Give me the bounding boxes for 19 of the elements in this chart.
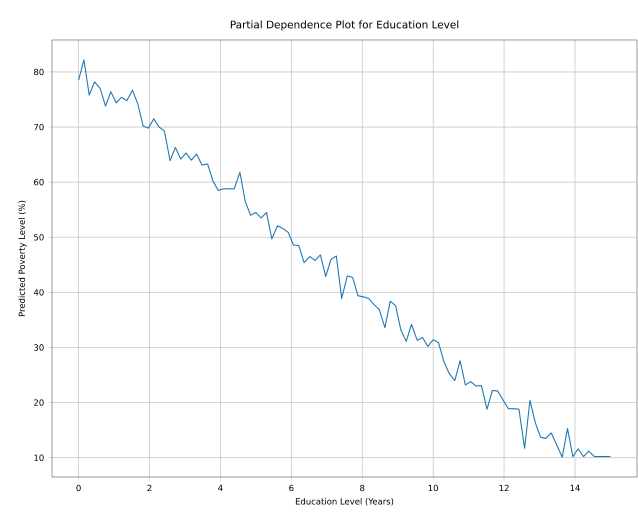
y-tick-label: 30 <box>34 344 44 351</box>
y-tick-label: 20 <box>34 399 44 406</box>
y-tick-label: 60 <box>34 178 44 186</box>
x-axis-title: Education Level (Years) <box>296 498 394 506</box>
y-tick-label: 50 <box>34 234 44 240</box>
x-tick-label: 2 <box>147 484 152 492</box>
x-tick-label: 14 <box>570 484 580 491</box>
x-tick-label: 0 <box>76 484 81 492</box>
chart-title: Partial Dependence Plot for Education Level <box>230 20 458 30</box>
y-tick-label: 10 <box>34 454 44 461</box>
x-tick-label: 10 <box>428 484 438 492</box>
x-tick-label: 8 <box>360 484 364 492</box>
y-tick-label: 40 <box>34 289 44 296</box>
x-tick-label: 6 <box>289 484 294 492</box>
y-tick-label: 80 <box>34 68 44 76</box>
y-axis-title: Predicted Poverty Level (%) <box>18 200 27 316</box>
x-tick-label: 12 <box>500 484 509 492</box>
y-tick-label: 70 <box>34 124 44 130</box>
x-tick-label: 4 <box>218 484 223 491</box>
